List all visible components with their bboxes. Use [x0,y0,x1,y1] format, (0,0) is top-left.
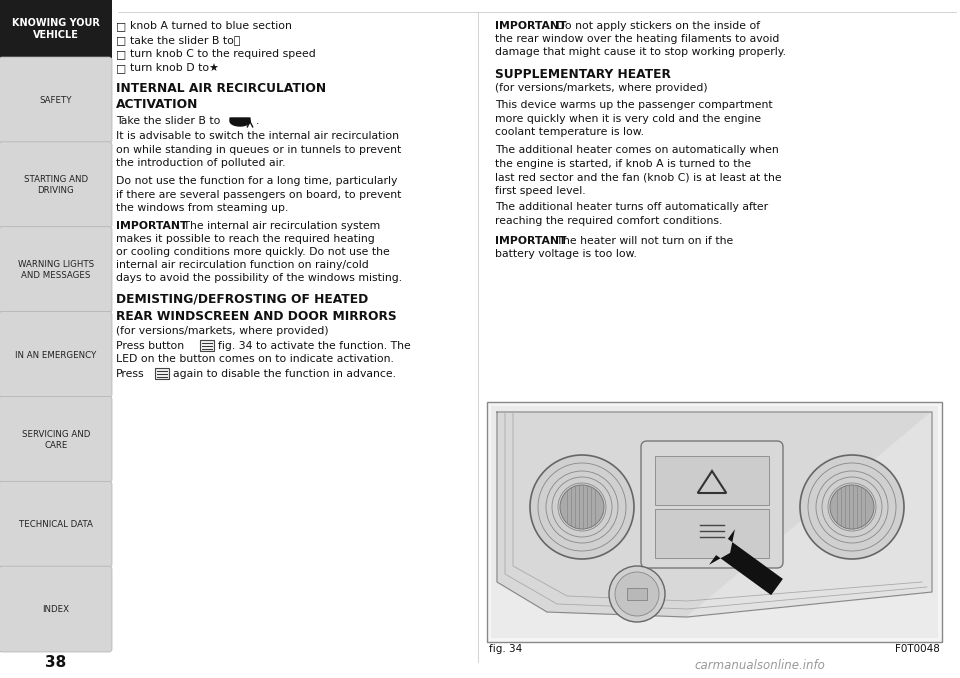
Text: Press: Press [116,369,145,379]
Bar [155,368,169,379]
Text: LED on the button comes on to indicate activation.: LED on the button comes on to indicate a… [116,354,394,364]
Text: IMPORTANT: IMPORTANT [495,21,566,31]
Text: damage that might cause it to stop working properly.: damage that might cause it to stop worki… [495,47,786,57]
Bar [655,509,769,558]
Text: turn knob C to the required speed: turn knob C to the required speed [130,49,316,59]
Text: battery voltage is too low.: battery voltage is too low. [495,249,636,259]
Bar [0,0,112,58]
Text: Do not apply stickers on the inside of: Do not apply stickers on the inside of [553,21,760,31]
Text: Take the slider B to: Take the slider B to [116,116,221,126]
Text: (for versions/markets, where provided): (for versions/markets, where provided) [116,326,328,336]
Bar [200,340,214,351]
Text: days to avoid the possibility of the windows misting.: days to avoid the possibility of the win… [116,273,402,283]
Bar [627,588,647,600]
Text: F0T0048: F0T0048 [895,644,940,654]
Text: TECHNICAL DATA: TECHNICAL DATA [19,520,93,530]
Bar [491,406,938,638]
Text: fig. 34 to activate the function. The: fig. 34 to activate the function. The [218,341,411,351]
Text: SERVICING AND
CARE: SERVICING AND CARE [22,430,90,450]
Polygon shape [687,412,932,617]
Text: the rear window over the heating filaments to avoid: the rear window over the heating filamen… [495,34,780,44]
Text: IN AN EMERGENCY: IN AN EMERGENCY [15,351,97,359]
Text: carmanualsonline.info: carmanualsonline.info [695,659,826,672]
Text: □: □ [116,49,127,59]
Text: The internal air recirculation system: The internal air recirculation system [180,221,380,231]
Polygon shape [497,412,932,617]
Text: WARNING LIGHTS
AND MESSAGES: WARNING LIGHTS AND MESSAGES [18,260,94,280]
FancyBboxPatch shape [0,57,112,143]
FancyBboxPatch shape [0,226,112,313]
Text: The additional heater turns off automatically after
reaching the required comfor: The additional heater turns off automati… [495,202,768,226]
Text: take the slider B toⓈ: take the slider B toⓈ [130,35,240,45]
Text: This device warms up the passenger compartment
more quickly when it is very cold: This device warms up the passenger compa… [495,100,773,137]
Text: again to disable the function in advance.: again to disable the function in advance… [173,369,396,379]
Circle shape [560,485,604,529]
Text: □: □ [116,35,127,45]
Text: IMPORTANT: IMPORTANT [495,236,566,246]
Bar [487,402,942,642]
Circle shape [530,455,634,559]
Text: INTERNAL AIR RECIRCULATION
ACTIVATION: INTERNAL AIR RECIRCULATION ACTIVATION [116,82,326,111]
Text: DEMISTING/DEFROSTING OF HEATED
REAR WINDSCREEN AND DOOR MIRRORS: DEMISTING/DEFROSTING OF HEATED REAR WIND… [116,293,396,323]
Circle shape [830,485,874,529]
Text: (for versions/markets, where provided): (for versions/markets, where provided) [495,83,708,93]
FancyBboxPatch shape [0,481,112,567]
Text: It is advisable to switch the internal air recirculation
on while standing in qu: It is advisable to switch the internal a… [116,131,401,168]
Circle shape [615,572,659,616]
Circle shape [800,455,904,559]
Text: IMPORTANT: IMPORTANT [116,221,187,231]
Text: 38: 38 [45,655,66,670]
Text: KNOWING YOUR
VEHICLE: KNOWING YOUR VEHICLE [12,18,100,40]
Text: SUPPLEMENTARY HEATER: SUPPLEMENTARY HEATER [495,68,671,81]
Text: SAFETY: SAFETY [39,96,72,105]
Polygon shape [230,118,250,126]
Text: turn knob D to★: turn knob D to★ [130,63,219,73]
Text: knob A turned to blue section: knob A turned to blue section [130,21,292,31]
Circle shape [609,566,665,622]
Text: □: □ [116,21,127,31]
Text: Do not use the function for a long time, particularly
if there are several passe: Do not use the function for a long time,… [116,176,401,213]
Text: Press button: Press button [116,341,184,351]
Text: fig. 34: fig. 34 [489,644,522,654]
Text: .: . [256,116,259,126]
Text: or cooling conditions more quickly. Do not use the: or cooling conditions more quickly. Do n… [116,247,390,257]
FancyBboxPatch shape [641,441,783,568]
Text: The heater will not turn on if the: The heater will not turn on if the [553,236,733,246]
Text: makes it possible to reach the required heating: makes it possible to reach the required … [116,234,374,244]
Text: □: □ [116,63,127,73]
Text: The additional heater comes on automatically when
the engine is started, if knob: The additional heater comes on automatic… [495,145,781,196]
Text: INDEX: INDEX [42,605,69,614]
Polygon shape [709,530,783,595]
Text: internal air recirculation function on rainy/cold: internal air recirculation function on r… [116,260,369,270]
FancyBboxPatch shape [0,312,112,397]
FancyBboxPatch shape [0,397,112,482]
Text: STARTING AND
DRIVING: STARTING AND DRIVING [24,175,88,195]
Bar [655,456,769,505]
FancyBboxPatch shape [0,142,112,228]
FancyBboxPatch shape [0,566,112,652]
